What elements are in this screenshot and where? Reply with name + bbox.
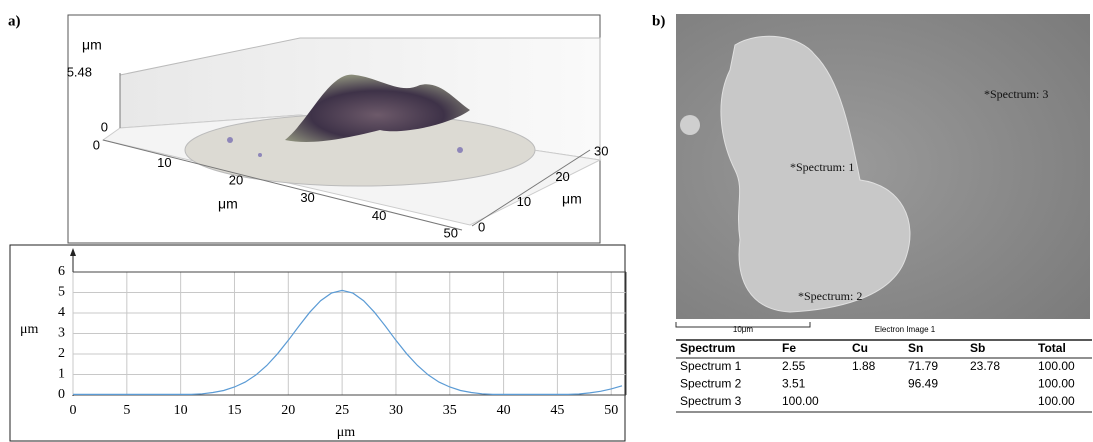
particle [680,115,700,135]
table-cell: 23.78 [970,359,1000,373]
y-tick-label: 1 [58,367,65,382]
y-tick-label: 5 [58,285,65,300]
x-tick-label: 30 [300,190,314,205]
table-cell: Spectrum 1 [680,359,742,373]
y-tick-label: 6 [58,264,65,279]
y-tick-label: 2 [58,346,65,361]
y-tick-label: 30 [594,143,608,158]
spectrum-label: *Spectrum: 1 [790,160,854,174]
x-tick-label: 30 [389,403,403,418]
particle [720,35,911,313]
table-cell: 3.51 [782,377,806,391]
z-axis-label: μm [82,37,102,53]
z-tick-label: 5.48 [67,64,92,79]
table-cell: 100.00 [1038,394,1075,408]
scale-bar [675,322,811,328]
table-cell: 71.79 [908,359,938,373]
x-tick-label: 0 [70,403,77,418]
table-header: Sb [970,341,985,355]
y-axis-label: μm [562,191,582,207]
y-tick-label: 10 [517,194,531,209]
x-tick-label: 45 [550,403,564,418]
x-tick-label: 10 [157,155,171,170]
texture [258,153,262,157]
table-cell: 100.00 [1038,377,1075,391]
x-tick-label: 35 [443,403,457,418]
spectrum-label: *Spectrum: 3 [984,87,1048,101]
y-tick-label: 0 [58,387,65,402]
spectrum-label: *Spectrum: 2 [798,289,862,303]
y-tick-label: 4 [58,305,65,320]
table-header: Sn [908,341,923,355]
table-cell: Spectrum 2 [680,377,742,391]
x-tick-label: 20 [229,173,243,188]
texture [227,137,233,143]
chart-frame [9,244,626,442]
table-cell: 96.49 [908,377,938,391]
axis-line [471,149,591,227]
panel-label: a) [8,13,21,29]
image-caption: Electron Image 1 [875,325,936,334]
table-header: Cu [852,341,868,355]
scale-bar-label: 10μm [733,325,754,334]
x-axis-label: μm [337,425,356,440]
x-tick-label: 40 [372,208,386,223]
arrow-head [70,248,76,256]
table-cell: 100.00 [782,394,819,408]
x-tick-label: 25 [335,403,349,418]
table-header: Fe [782,341,796,355]
profile-line [73,289,623,395]
x-tick-label: 50 [604,403,618,418]
panel-label: b) [652,13,665,29]
y-tick-label: 3 [58,326,65,341]
surface-mound [285,74,470,142]
x-tick-label: 40 [497,403,511,418]
x-tick-label: 15 [227,403,241,418]
y-axis-label: μm [20,322,39,337]
table-cell: Spectrum 3 [680,394,742,408]
x-tick-label: 5 [123,403,130,418]
texture [457,147,463,153]
x-tick-label: 20 [281,403,295,418]
axis-line [102,139,463,231]
table-header: Total [1038,341,1066,355]
x-axis-label: μm [218,196,238,212]
z-tick-label: 0 [101,119,108,134]
table-cell: 1.88 [852,359,876,373]
table-header: Spectrum [680,341,735,355]
x-tick-label: 0 [93,137,100,152]
x-tick-label: 50 [444,225,458,240]
x-tick-label: 10 [174,403,188,418]
table-cell: 100.00 [1038,359,1075,373]
y-tick-label: 20 [555,169,569,184]
y-tick-label: 0 [478,219,485,234]
table-cell: 2.55 [782,359,806,373]
